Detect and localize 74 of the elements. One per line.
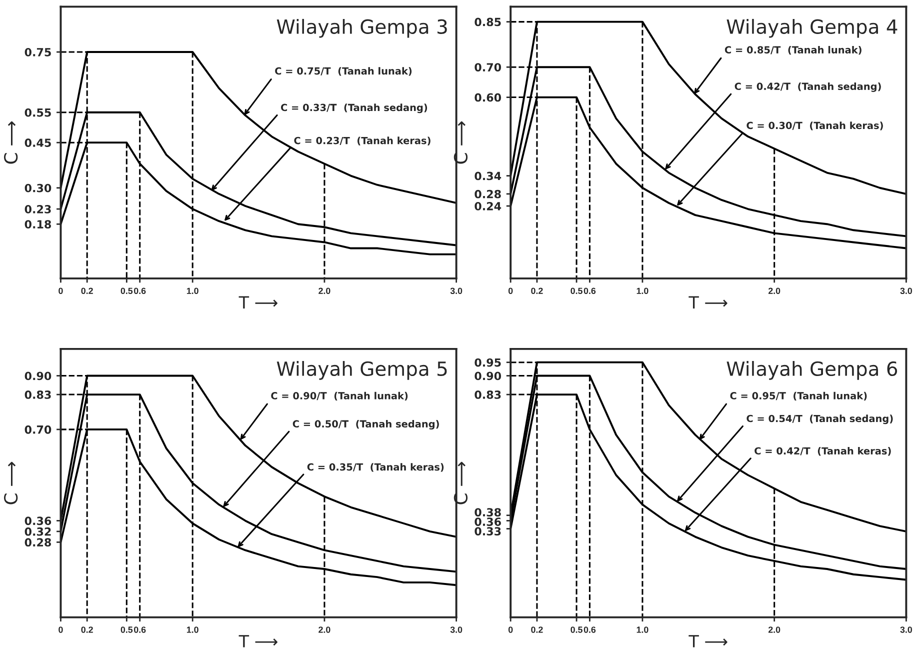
y-tick-label: 0.70	[474, 63, 502, 72]
y-tick-label: 0.90	[24, 372, 52, 380]
annotation: C = 0.42/T (Tanah keras)	[754, 447, 891, 456]
annotation: C = 0.33/T (Tanah sedang)	[280, 104, 428, 114]
x-tick-label: 1.0	[186, 626, 198, 633]
x-tick-label: 0.2	[531, 288, 543, 294]
y-tick-label: 0.34	[474, 172, 502, 180]
y-tick-label: 0.75	[24, 48, 51, 56]
y-tick-label: 0.36	[474, 518, 501, 526]
text: Wilayah Gempa 6	[726, 361, 898, 380]
y-tick-label: 0.23	[24, 204, 51, 214]
y-tick-label: 0.28	[24, 538, 52, 547]
x-axis-title: T ⟶	[238, 296, 278, 308]
annotation: C = 0.85/T (Tanah lunak)	[724, 46, 862, 55]
annotation: C = 0.35/T (Tanah keras)	[307, 463, 444, 472]
x-tick-label: 2.0	[768, 288, 780, 294]
x-tick-label: 1.0	[186, 288, 198, 294]
x-tick-label: 1.0	[636, 626, 648, 633]
y-tick-label: 0.33	[474, 527, 501, 536]
y-tick-label: 0.70	[24, 425, 52, 434]
y-tick-label: 0.83	[24, 390, 51, 399]
y-tick-label: 0.30	[24, 184, 52, 192]
x-tick-label: 0.5	[570, 288, 582, 294]
x-tick-label: 0.6	[134, 288, 146, 294]
y-tick-label: 0.28	[474, 190, 501, 198]
y-tick-label: 0.32	[24, 527, 51, 536]
x-tick-label: 0.5	[570, 626, 582, 633]
y-tick-label: 0.90	[474, 372, 502, 380]
x-axis-title: T ⟶	[688, 635, 728, 648]
y-tick-label: 0.38	[474, 508, 501, 516]
x-tick-label: 3.0	[450, 288, 462, 294]
x-tick-label: 0.5	[120, 626, 133, 633]
x-tick-label: 0.6	[134, 626, 146, 633]
y-tick-label: 0.55	[24, 108, 51, 117]
text: Wilayah Gempa 5	[276, 361, 447, 380]
y-tick-label: 0.36	[24, 516, 52, 526]
x-tick-label: 0.2	[531, 626, 543, 633]
x-axis-title: T ⟶	[688, 296, 728, 308]
x-tick-label: 0	[508, 626, 513, 633]
x-tick-label: 0	[508, 288, 513, 294]
annotation: C = 0.95/T (Tanah lunak)	[730, 392, 867, 401]
y-axis-title: C ⟶	[4, 462, 18, 504]
text: Wilayah Gempa 3	[276, 18, 447, 38]
x-axis-title: T ⟶	[238, 635, 278, 648]
annotation: C = 0.75/T (Tanah lunak)	[275, 67, 412, 76]
y-tick-label: 0.18	[24, 220, 52, 228]
annotation: C = 0.42/T (Tanah sedang)	[734, 82, 881, 92]
annotation: C = 0.50/T (Tanah sedang)	[292, 420, 439, 430]
y-tick-label: 0.60	[474, 93, 502, 102]
x-tick-label: 2.0	[768, 626, 780, 633]
y-tick-label: 0.85	[474, 18, 501, 26]
x-tick-label: 0.6	[584, 288, 596, 294]
x-tick-label: 0.2	[81, 288, 93, 294]
annotation: C = 0.90/T (Tanah lunak)	[271, 392, 408, 401]
x-tick-label: 0	[58, 626, 63, 633]
annotation: C = 0.54/T (Tanah sedang)	[746, 414, 893, 424]
y-tick-label: 0.45	[24, 138, 51, 147]
x-tick-label: 2.0	[318, 626, 330, 633]
y-axis-title: C ⟶	[4, 121, 18, 164]
x-tick-label: 3.0	[900, 288, 912, 294]
annotation: C = 0.30/T (Tanah keras)	[746, 122, 883, 130]
annotation: C = 0.23/T (Tanah keras)	[294, 136, 430, 146]
y-tick-label: 0.83	[474, 390, 501, 399]
text: Wilayah Gempa 4	[726, 18, 898, 38]
x-tick-label: 3.0	[900, 626, 912, 633]
x-tick-label: 0.6	[584, 626, 596, 633]
y-tick-label: 0.95	[474, 358, 501, 367]
x-tick-label: 0.5	[120, 288, 133, 294]
x-tick-label: 2.0	[318, 288, 330, 294]
y-tick-label: 0.24	[474, 202, 502, 210]
x-tick-label: 0	[58, 288, 63, 294]
x-tick-label: 3.0	[450, 626, 462, 633]
x-tick-label: 0.2	[81, 626, 93, 633]
x-tick-label: 1.0	[636, 288, 648, 294]
